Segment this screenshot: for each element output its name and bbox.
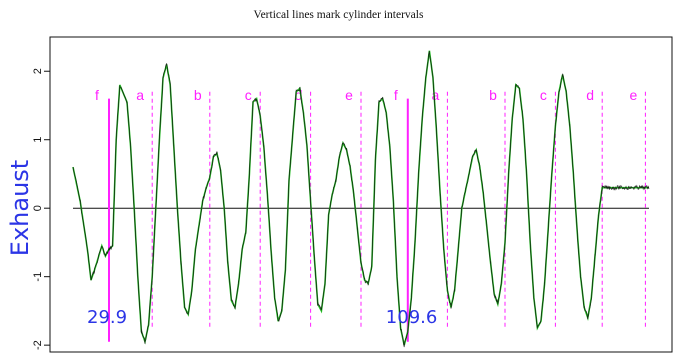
interval-label-e: e (630, 87, 638, 103)
interval-label-f: f (95, 87, 99, 103)
interval-label-b: b (489, 87, 497, 103)
interval-label-f: f (394, 87, 398, 103)
crank-labels: 29.9 109.6 (87, 307, 437, 328)
interval-label-a: a (136, 87, 144, 103)
y-tick-label: -2 (32, 340, 44, 350)
interval-label-b: b (194, 87, 202, 103)
series-noise-0 (72, 51, 650, 348)
crank-angle-label: 29.9 (87, 307, 127, 328)
interval-label-e: e (345, 87, 353, 103)
interval-label-a: a (432, 87, 440, 103)
chart-title: Vertical lines mark cylinder intervals (253, 9, 424, 21)
series-layer (72, 50, 650, 348)
interval-label-d: d (295, 87, 303, 103)
y-tick-label: 2 (32, 68, 44, 74)
plot-frame (49, 36, 673, 353)
interval-label-c: c (245, 87, 252, 103)
y-tick-label: 0 (32, 205, 44, 211)
y-tick-label: 1 (32, 137, 44, 143)
y-axis: -2 -1 0 1 2 (32, 68, 50, 350)
y-tick-label: -1 (32, 272, 44, 282)
interval-label-c: c (540, 87, 547, 103)
interval-label-d: d (586, 87, 594, 103)
crank-angle-label: 109.6 (386, 307, 438, 328)
